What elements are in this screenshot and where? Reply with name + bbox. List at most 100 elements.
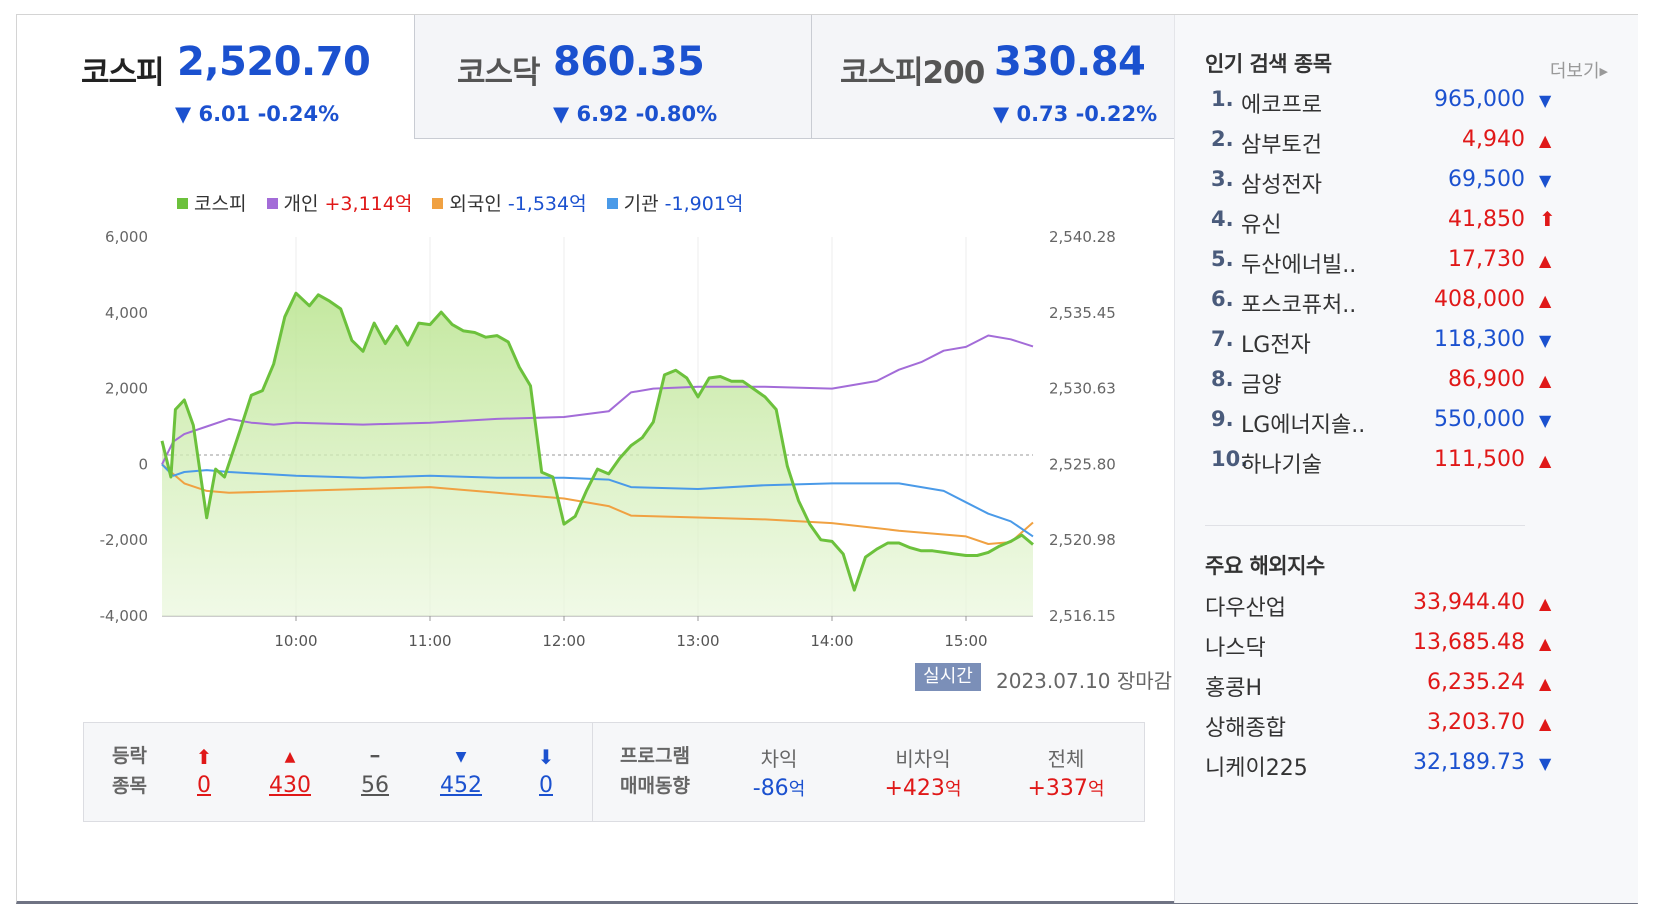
tab-name: 코스피 bbox=[81, 55, 165, 91]
popular-title: 인기 검색 종목 bbox=[1205, 52, 1332, 76]
chart-legend: 코스피 개인 +3,114억 외국인 -1,534억 기관 -1,901억 bbox=[177, 189, 757, 216]
program-arbitrage: 차익 -86억 bbox=[704, 743, 854, 801]
tab-kosdaq[interactable]: 코스닥 860.35 ▼ 6.92 -0.80% bbox=[414, 15, 812, 139]
stock-name[interactable]: 삼성전자 bbox=[1241, 173, 1322, 198]
breadth-label: 등락 종목 bbox=[112, 741, 147, 801]
breadth-count[interactable]: 430 bbox=[269, 773, 311, 798]
y-left-tick-label: -4,000 bbox=[100, 607, 148, 625]
program-non-arbitrage: 비차익 +423억 bbox=[848, 743, 998, 801]
up-triangle-icon: ▲ bbox=[1539, 714, 1552, 733]
index-name[interactable]: 나스닥 bbox=[1205, 636, 1266, 661]
stock-name[interactable]: 유신 bbox=[1241, 213, 1282, 238]
breadth-count[interactable]: 0 bbox=[539, 773, 553, 798]
stock-price: 118,300 bbox=[1434, 327, 1525, 352]
popular-item[interactable]: 1. 에코프로 965,000 ▼ bbox=[1205, 87, 1551, 127]
breadth-count[interactable]: 0 bbox=[197, 773, 211, 798]
y-right-tick-label: 2,516.15 bbox=[1049, 607, 1116, 625]
up-triangle-icon: ▲ bbox=[1539, 131, 1552, 150]
up-triangle-icon: ▲ bbox=[1539, 371, 1552, 390]
index-name[interactable]: 상해종합 bbox=[1205, 716, 1286, 741]
breadth-count[interactable]: 452 bbox=[440, 773, 482, 798]
program-unit: 억 bbox=[788, 779, 806, 800]
breadth-count[interactable]: 56 bbox=[361, 773, 389, 798]
stock-name[interactable]: 에코프로 bbox=[1241, 93, 1322, 118]
popular-item[interactable]: 2. 삼부토건 4,940 ▲ bbox=[1205, 127, 1551, 167]
breadth-label-line: 종목 bbox=[112, 775, 147, 797]
y-left-tick-label: 6,000 bbox=[105, 228, 148, 246]
y-right-tick-label: 2,540.28 bbox=[1049, 228, 1116, 246]
market-date: 2023.07.10 장마감 bbox=[996, 669, 1173, 693]
stock-name[interactable]: 금양 bbox=[1241, 373, 1282, 398]
program-label: 프로그램 매매동향 bbox=[620, 741, 690, 801]
overseas-index-item[interactable]: 다우산업 33,944.40 ▲ bbox=[1205, 590, 1551, 630]
rank: 5. bbox=[1211, 247, 1234, 271]
up-triangle-icon: ▲ bbox=[1539, 451, 1552, 470]
foreign-series-line bbox=[161, 463, 1034, 545]
rank: 4. bbox=[1211, 207, 1234, 231]
breadth-flat[interactable]: ━ 56 bbox=[345, 741, 405, 798]
tab-kospi[interactable]: 코스피 2,520.70 ▼ 6.01 -0.24% bbox=[17, 15, 414, 139]
down-triangle-icon: ▼ bbox=[1539, 91, 1552, 110]
stock-name[interactable]: 포스코퓨처.. bbox=[1241, 293, 1357, 318]
stock-name[interactable]: LG전자 bbox=[1241, 333, 1311, 358]
individual-series-line bbox=[161, 334, 1034, 465]
divider bbox=[1205, 525, 1525, 526]
index-name[interactable]: 다우산업 bbox=[1205, 596, 1286, 621]
popular-item[interactable]: 10. 하나기술 111,500 ▲ bbox=[1205, 447, 1551, 487]
legend-value: +3,114억 bbox=[324, 193, 413, 215]
legend-swatch bbox=[177, 198, 188, 209]
popular-item[interactable]: 9. LG에너지솔.. 550,000 ▼ bbox=[1205, 407, 1551, 447]
market-widget: 코스피 2,520.70 ▼ 6.01 -0.24% 코스닥 860.35 ▼ … bbox=[16, 14, 1638, 904]
breadth-lower-limit[interactable]: ⬇ 0 bbox=[516, 741, 576, 798]
overseas-index-item[interactable]: 상해종합 3,203.70 ▲ bbox=[1205, 710, 1551, 750]
program-number: +423 bbox=[884, 776, 945, 801]
popular-item[interactable]: 7. LG전자 118,300 ▼ bbox=[1205, 327, 1551, 367]
upper-limit-icon: ⬆ bbox=[1539, 207, 1556, 231]
stock-name[interactable]: 하나기술 bbox=[1241, 453, 1322, 478]
overseas-index-item[interactable]: 나스닥 13,685.48 ▲ bbox=[1205, 630, 1551, 670]
index-value: 33,944.40 bbox=[1413, 590, 1525, 615]
up-triangle-icon: ▲ bbox=[1539, 594, 1552, 613]
breadth-rise[interactable]: ▲ 430 bbox=[260, 741, 320, 798]
legend-value: -1,901억 bbox=[664, 193, 744, 215]
x-tick-label: 13:00 bbox=[676, 632, 719, 650]
stock-price: 550,000 bbox=[1434, 407, 1525, 432]
legend-institution: 기관 -1,901억 bbox=[606, 193, 744, 215]
index-panel: 코스피 2,520.70 ▼ 6.01 -0.24% 코스닥 860.35 ▼ … bbox=[17, 15, 1242, 903]
popular-item[interactable]: 4. 유신 41,850 ⬆ bbox=[1205, 207, 1556, 247]
program-unit: 억 bbox=[1087, 779, 1105, 800]
popular-item[interactable]: 3. 삼성전자 69,500 ▼ bbox=[1205, 167, 1551, 207]
stock-name[interactable]: 삼부토건 bbox=[1241, 133, 1322, 158]
rank: 7. bbox=[1211, 327, 1234, 351]
program-label-line: 프로그램 bbox=[620, 745, 690, 767]
program-value: +337억 bbox=[991, 775, 1141, 801]
breadth-fall[interactable]: ▼ 452 bbox=[431, 741, 491, 798]
legend-swatch bbox=[606, 198, 618, 209]
stock-name[interactable]: LG에너지솔.. bbox=[1241, 413, 1366, 438]
up-triangle-icon: ▲ bbox=[1539, 674, 1552, 693]
y-left-tick-label: 2,000 bbox=[105, 380, 148, 398]
tab-change: ▼ 0.73 -0.22% bbox=[993, 102, 1158, 126]
overseas-index-item[interactable]: 홍콩H 6,235.24 ▲ bbox=[1205, 670, 1551, 710]
legend-label: 개인 bbox=[283, 193, 319, 215]
stock-price: 41,850 bbox=[1448, 207, 1525, 232]
popular-item[interactable]: 5. 두산에너빌.. 17,730 ▲ bbox=[1205, 247, 1551, 287]
kospi-series-line bbox=[160, 291, 1034, 592]
rank: 6. bbox=[1211, 287, 1234, 311]
popular-item[interactable]: 8. 금양 86,900 ▲ bbox=[1205, 367, 1551, 407]
breadth-upper-limit[interactable]: ⬆ 0 bbox=[174, 741, 234, 798]
down-triangle-icon: ▼ bbox=[1539, 754, 1552, 773]
more-label: 더보기 bbox=[1549, 61, 1600, 82]
x-tick-label: 12:00 bbox=[542, 632, 585, 650]
index-name[interactable]: 홍콩H bbox=[1205, 676, 1263, 701]
up-triangle-icon: ▲ bbox=[1539, 251, 1552, 270]
more-link[interactable]: 더보기▶ bbox=[1550, 57, 1608, 83]
overseas-index-item[interactable]: 니케이225 32,189.73 ▼ bbox=[1205, 750, 1551, 790]
stock-name[interactable]: 두산에너빌.. bbox=[1241, 253, 1357, 278]
index-name[interactable]: 니케이225 bbox=[1205, 756, 1308, 781]
lower-limit-icon: ⬇ bbox=[537, 745, 555, 769]
popular-item[interactable]: 6. 포스코퓨처.. 408,000 ▲ bbox=[1205, 287, 1551, 327]
index-value: 13,685.48 bbox=[1413, 630, 1525, 655]
tab-kospi200[interactable]: 코스피200 330.84 ▼ 0.73 -0.22% bbox=[812, 15, 1242, 139]
fall-icon: ▼ bbox=[455, 749, 467, 765]
